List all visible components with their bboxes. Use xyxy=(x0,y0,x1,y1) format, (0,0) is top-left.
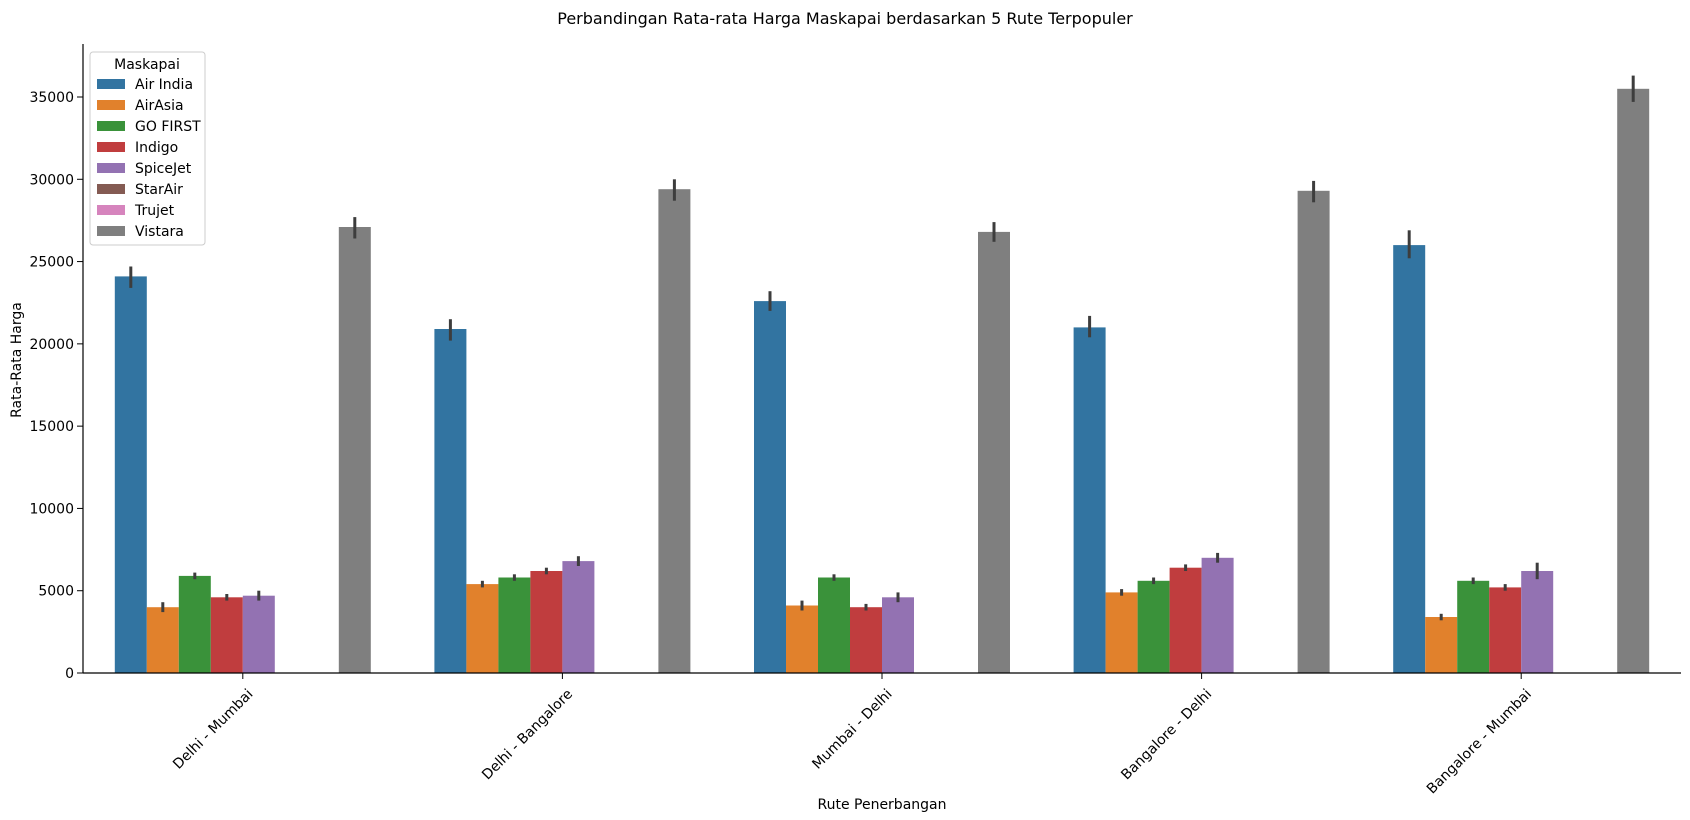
bar-air-india-4 xyxy=(1393,245,1426,673)
y-tick-label: 30000 xyxy=(29,172,74,188)
x-ticks: Delhi - Mumbai Delhi - Bangalore Mumbai - … xyxy=(170,673,1535,797)
chart-title: Perbandingan Rata-rata Harga Maskapai be… xyxy=(557,9,1133,28)
y-tick-label: 10000 xyxy=(29,501,74,517)
bar-vistara-4 xyxy=(1617,88,1650,674)
bar-spicejet-0 xyxy=(242,595,275,673)
bar-go-first-2 xyxy=(818,577,850,673)
bar-go-first-1 xyxy=(498,577,531,673)
bar-spicejet-4 xyxy=(1521,571,1554,673)
legend: Maskapai Air India AirAsia GO FIRST Indigo S… xyxy=(89,51,206,246)
y-tick-label: 15000 xyxy=(29,419,74,435)
bar-air-india-2 xyxy=(754,301,786,673)
bar-airasia-1 xyxy=(466,584,499,673)
bar-air-india-0 xyxy=(114,276,147,673)
legend-title: Maskapai xyxy=(114,57,180,73)
legend-label: AirAsia xyxy=(135,98,184,114)
bar-indigo-3 xyxy=(1169,567,1202,673)
legend-label: Trujet xyxy=(134,203,175,219)
x-axis-title: Rute Penerbangan xyxy=(817,797,946,813)
axes xyxy=(82,44,1681,674)
legend-swatch xyxy=(97,226,125,236)
y-tick-label: 35000 xyxy=(29,90,74,106)
legend-swatch xyxy=(97,79,125,89)
x-tick-label: Bangalore - Delhi xyxy=(1118,686,1215,783)
bar-vistara-1 xyxy=(658,189,691,673)
legend-swatch xyxy=(97,121,125,131)
y-axis-title: Rata-Rata Harga xyxy=(9,302,25,418)
bar-airasia-3 xyxy=(1105,592,1138,673)
bar-spicejet-2 xyxy=(882,597,914,673)
bar-vistara-0 xyxy=(338,227,371,673)
bar-spicejet-3 xyxy=(1201,557,1234,673)
bar-go-first-3 xyxy=(1137,580,1170,673)
y-tick-label: 5000 xyxy=(38,584,74,600)
bar-spicejet-1 xyxy=(562,561,595,673)
bar-airasia-2 xyxy=(786,605,818,673)
bar-airasia-4 xyxy=(1425,617,1458,673)
y-tick-label: 25000 xyxy=(29,255,74,271)
x-tick-label: Mumbai - Delhi xyxy=(809,686,895,772)
legend-swatch xyxy=(97,205,125,215)
legend-swatch xyxy=(97,142,125,152)
y-tick-label: 20000 xyxy=(29,337,74,353)
legend-label: Vistara xyxy=(135,224,184,240)
bar-air-india-1 xyxy=(434,329,467,673)
bar-go-first-0 xyxy=(178,575,211,673)
x-tick-label: Bangalore - Mumbai xyxy=(1424,686,1535,797)
bar-indigo-1 xyxy=(530,571,563,673)
legend-label: Indigo xyxy=(135,140,178,156)
legend-swatch xyxy=(97,184,125,194)
bar-vistara-3 xyxy=(1297,190,1330,674)
x-tick-label: Delhi - Bangalore xyxy=(479,686,576,783)
bar-go-first-4 xyxy=(1457,580,1490,673)
y-tick-label: 0 xyxy=(65,666,74,682)
bar-indigo-0 xyxy=(210,597,243,673)
bar-vistara-2 xyxy=(978,231,1010,673)
y-ticks: 0 5000 10000 15000 20000 25000 30000 35000 xyxy=(29,90,83,682)
legend-label: Air India xyxy=(135,77,193,93)
bar-airasia-0 xyxy=(146,607,179,673)
legend-swatch xyxy=(97,163,125,173)
legend-swatch xyxy=(97,100,125,110)
bar-air-india-3 xyxy=(1073,327,1106,673)
bar-indigo-2 xyxy=(850,607,882,673)
x-tick-label: Delhi - Mumbai xyxy=(170,686,256,772)
legend-label: GO FIRST xyxy=(135,119,201,135)
plot-area xyxy=(114,75,1650,674)
legend-label: StarAir xyxy=(135,182,183,198)
bar-indigo-4 xyxy=(1489,587,1522,673)
legend-label: SpiceJet xyxy=(135,161,192,177)
